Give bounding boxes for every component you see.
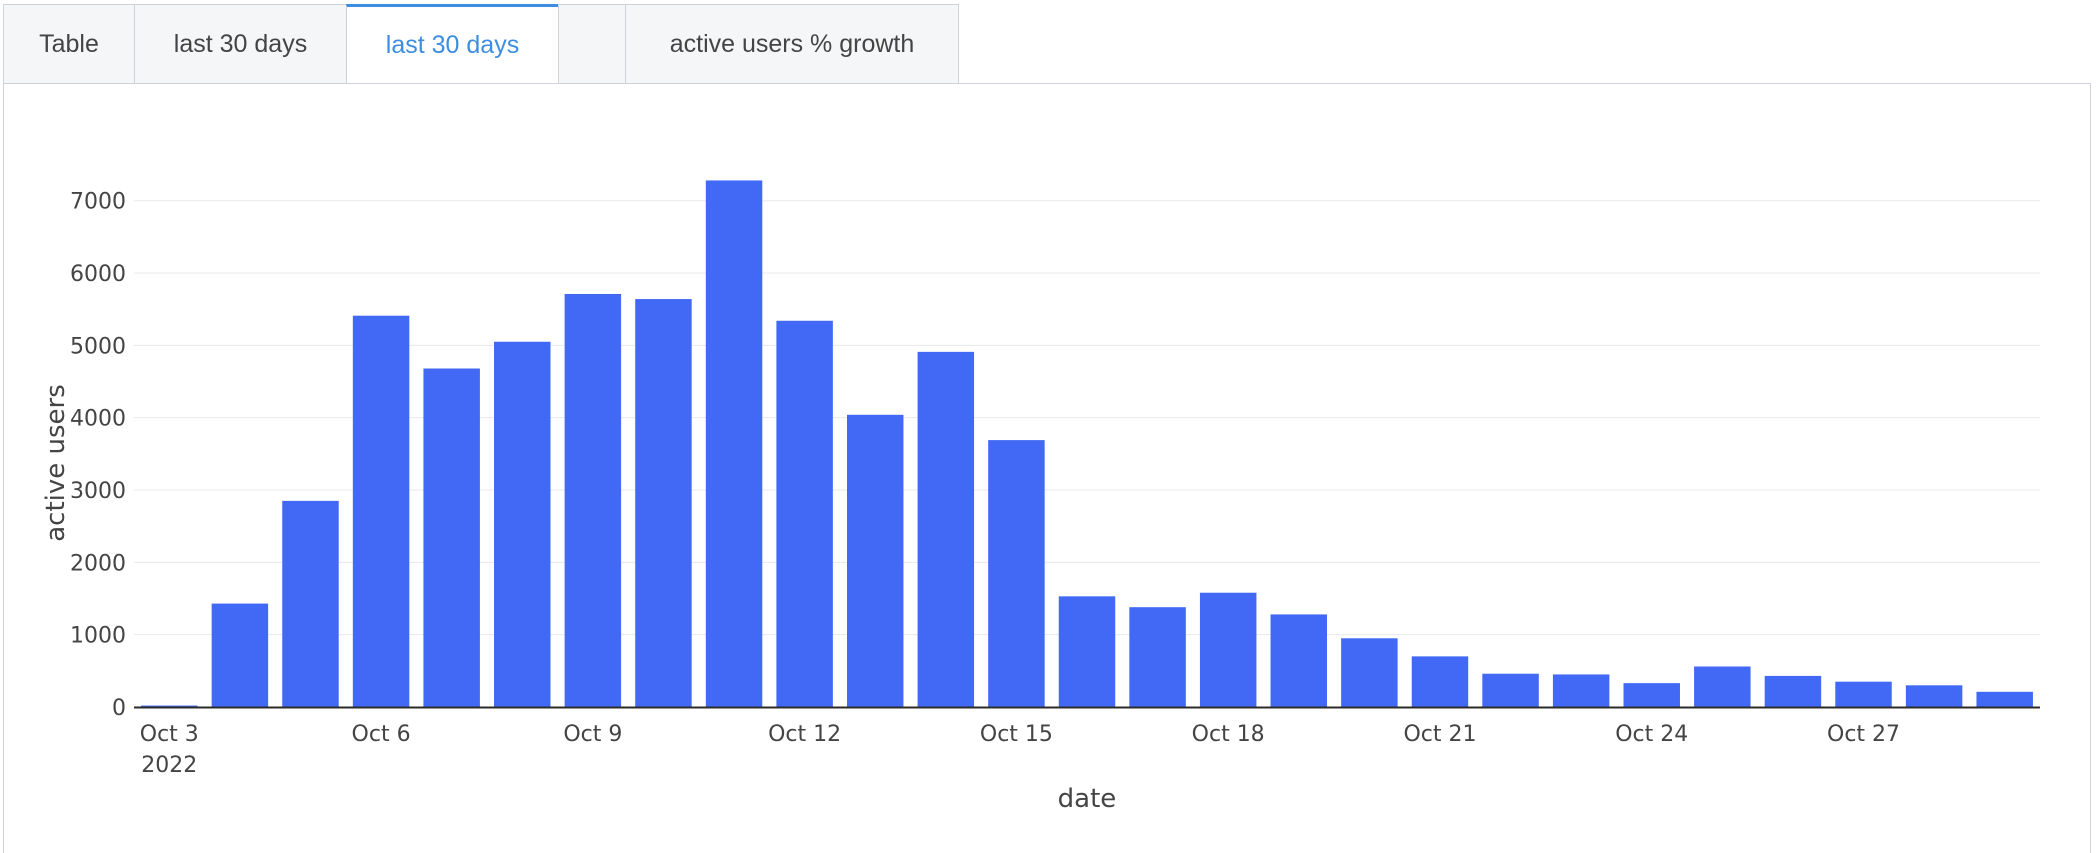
tab-empty[interactable] — [558, 4, 625, 84]
bar[interactable] — [1341, 638, 1397, 707]
bar[interactable] — [1976, 692, 2032, 707]
bar[interactable] — [1059, 596, 1115, 707]
bar[interactable] — [1129, 607, 1185, 707]
x-tick-label: Oct 21 — [1403, 722, 1476, 747]
bar[interactable] — [988, 440, 1044, 707]
x-tick-label: Oct 3 — [140, 722, 199, 747]
chart-panel: 0 1000 2000 3000 4000 5000 6000 7000 Oct 3 2022 O… — [3, 83, 2091, 853]
x-tick-sublabel: 2022 — [141, 753, 197, 778]
bar[interactable] — [1412, 656, 1468, 707]
bar[interactable] — [1624, 683, 1680, 707]
y-tick-label: 1000 — [70, 624, 126, 649]
y-tick-label: 6000 — [70, 262, 126, 287]
x-tick-label: Oct 9 — [563, 722, 622, 747]
bar[interactable] — [1553, 674, 1609, 707]
bar[interactable] — [706, 180, 762, 707]
bars — [141, 180, 2033, 707]
tab-active-users-growth[interactable]: active users % growth — [625, 4, 959, 84]
y-axis-label: active users — [41, 384, 71, 542]
bar[interactable] — [1906, 685, 1962, 707]
bar[interactable] — [565, 294, 621, 707]
tab-table[interactable]: Table — [3, 4, 134, 84]
gridlines — [134, 201, 2040, 635]
tab-bar: Table last 30 days last 30 days active u… — [3, 4, 959, 84]
x-tick-label: Oct 15 — [980, 722, 1053, 747]
bar[interactable] — [776, 321, 832, 707]
bar[interactable] — [353, 316, 409, 707]
bar[interactable] — [1482, 674, 1538, 707]
y-tick-label: 2000 — [70, 551, 126, 576]
x-tick-label: Oct 6 — [352, 722, 411, 747]
bar[interactable] — [282, 501, 338, 707]
y-tick-label: 5000 — [70, 334, 126, 359]
bar[interactable] — [847, 415, 903, 707]
bar[interactable] — [1835, 682, 1891, 707]
x-tick-label: Oct 27 — [1827, 722, 1900, 747]
y-tick-label: 3000 — [70, 479, 126, 504]
bar[interactable] — [1765, 676, 1821, 707]
x-tick-label: Oct 18 — [1192, 722, 1265, 747]
bar[interactable] — [212, 604, 268, 707]
x-tick-label: Oct 12 — [768, 722, 841, 747]
bar[interactable] — [1200, 593, 1256, 707]
tab-last-30-days-1[interactable]: last 30 days — [134, 4, 346, 84]
x-axis-label: date — [1058, 784, 1117, 814]
y-tick-labels: 0 1000 2000 3000 4000 5000 6000 7000 — [70, 190, 126, 721]
y-tick-label: 7000 — [70, 190, 126, 215]
bar[interactable] — [423, 369, 479, 707]
bar[interactable] — [494, 342, 550, 707]
bar[interactable] — [1694, 666, 1750, 707]
bar[interactable] — [1271, 614, 1327, 707]
y-tick-label: 0 — [112, 696, 126, 721]
x-tick-label: Oct 24 — [1615, 722, 1688, 747]
tab-last-30-days-2[interactable]: last 30 days — [346, 4, 558, 84]
y-tick-label: 4000 — [70, 407, 126, 432]
bar[interactable] — [918, 352, 974, 707]
bar[interactable] — [635, 299, 691, 707]
x-tick-labels: Oct 3 2022 Oct 6 Oct 9 Oct 12 Oct 15 Oct 18 Oct… — [140, 722, 1900, 778]
